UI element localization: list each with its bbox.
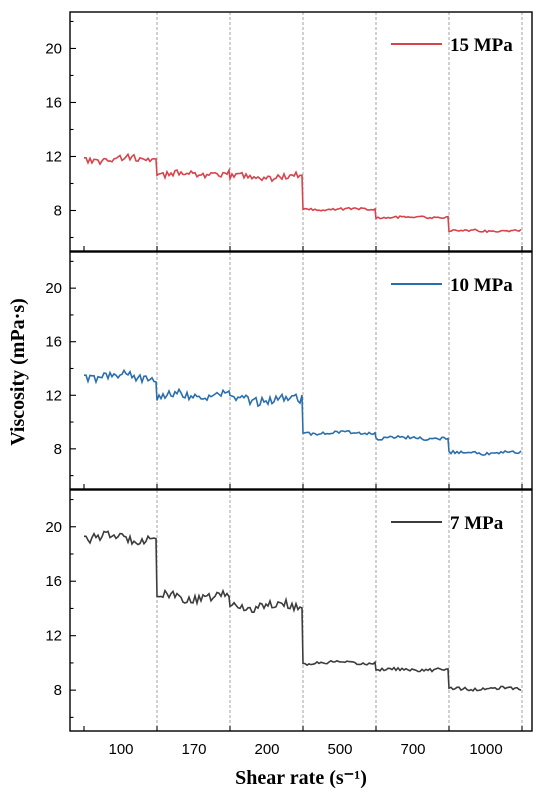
y-tick-labels-middle: 8 12 16 20 xyxy=(45,280,62,458)
y-tick-label: 16 xyxy=(45,573,62,590)
y-tick-label: 16 xyxy=(45,94,62,111)
x-axis-title: Shear rate (s⁻¹) xyxy=(235,767,367,789)
legend-top: 15 MPa xyxy=(391,35,513,56)
y-tick-label: 12 xyxy=(45,148,62,165)
y-tick-label: 12 xyxy=(45,628,62,645)
x-tick-label: 1000 xyxy=(469,741,502,758)
ticks-middle xyxy=(70,260,523,489)
series-line-7-mpa xyxy=(84,530,522,692)
y-tick-label: 20 xyxy=(45,40,62,57)
panel-frame-bottom xyxy=(69,489,533,732)
ticks-bottom xyxy=(70,498,523,731)
y-tick-label: 8 xyxy=(54,682,62,699)
x-tick-label: 170 xyxy=(181,741,206,758)
grid-lines-bottom xyxy=(156,490,523,731)
x-tick-labels: 100 170 200 500 700 1000 xyxy=(108,741,502,758)
legend-middle: 10 MPa xyxy=(391,275,513,296)
y-tick-label: 8 xyxy=(54,202,62,219)
panel-bottom: 8 12 16 20 7 MPa xyxy=(45,489,533,732)
legend-bottom: 7 MPa xyxy=(391,513,504,534)
y-axis-title: Viscosity (mPa·s) xyxy=(7,298,29,446)
legend-label-15-mpa: 15 MPa xyxy=(450,35,513,56)
y-tick-label: 8 xyxy=(54,441,62,458)
y-tick-labels-top: 8 12 16 20 xyxy=(45,40,62,219)
panel-frame-middle xyxy=(69,251,533,490)
legend-label-10-mpa: 10 MPa xyxy=(450,275,513,296)
legend-label-7-mpa: 7 MPa xyxy=(450,513,504,534)
y-tick-label: 20 xyxy=(45,519,62,536)
x-tick-label: 500 xyxy=(327,741,352,758)
panel-top: 8 12 16 20 15 MPa xyxy=(45,11,533,252)
x-tick-label: 200 xyxy=(254,741,279,758)
y-tick-labels-bottom: 8 12 16 20 xyxy=(45,519,62,699)
x-tick-label: 700 xyxy=(400,741,425,758)
y-tick-label: 16 xyxy=(45,334,62,351)
x-tick-label: 100 xyxy=(108,741,133,758)
y-tick-label: 20 xyxy=(45,280,62,297)
panel-middle: 8 12 16 20 10 MPa xyxy=(45,251,533,490)
y-tick-label: 12 xyxy=(45,387,62,404)
panel-frame-top xyxy=(69,11,533,252)
series-line-10-mpa xyxy=(84,368,522,456)
ticks-top xyxy=(70,20,523,251)
series-line-15-mpa xyxy=(84,152,522,234)
